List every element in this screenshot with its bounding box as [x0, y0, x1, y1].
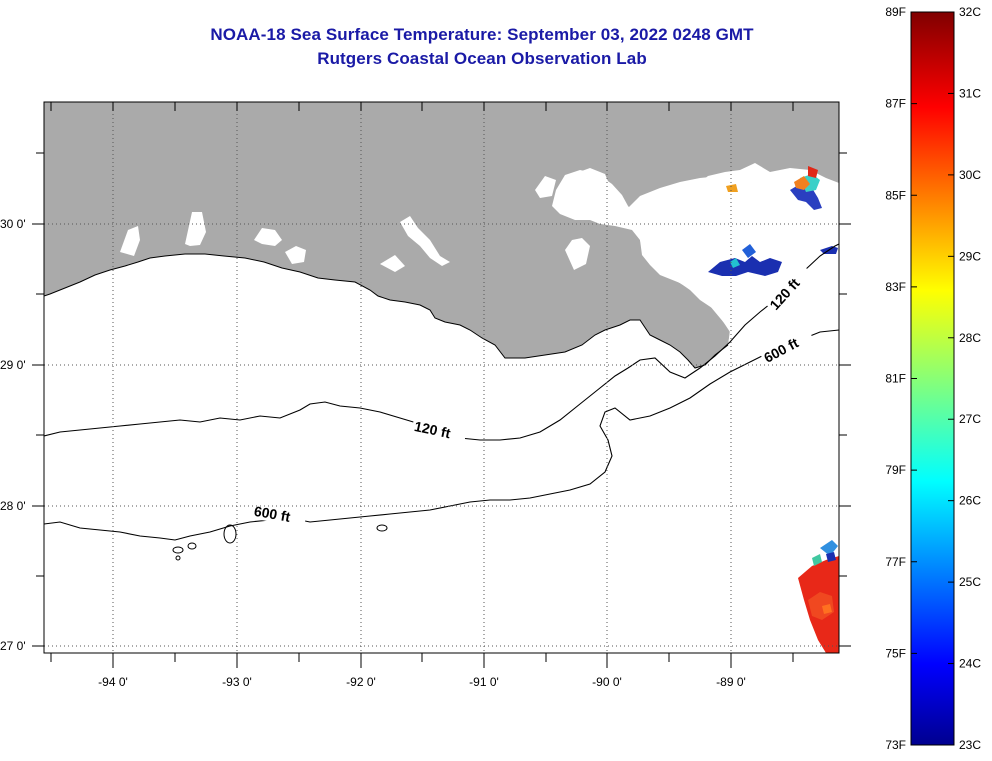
contour-label: 600 ft: [253, 503, 292, 525]
isobath-600ft: [44, 329, 839, 541]
lat-label: 30 0': [0, 217, 26, 231]
lon-label: -92 0': [346, 675, 376, 689]
contour-label: 120 ft: [413, 418, 452, 441]
lat-label: 28 0': [0, 499, 26, 513]
map-subtitle: Rutgers Coastal Ocean Observation Lab: [317, 49, 647, 68]
lon-label: -91 0': [469, 675, 499, 689]
lat-label: 27 0': [0, 639, 26, 653]
frame-ticks: [32, 102, 851, 668]
lon-label: -93 0': [222, 675, 252, 689]
lat-label: 29 0': [0, 358, 26, 372]
lon-label: -90 0': [592, 675, 622, 689]
contour-islands: [172, 524, 388, 561]
sst-patches: [708, 166, 839, 653]
lon-label: -89 0': [716, 675, 746, 689]
land-mass: [44, 102, 839, 368]
lon-label: -94 0': [98, 675, 128, 689]
longitude-labels: -94 0' -93 0' -92 0' -91 0' -90 0' -89 0…: [98, 675, 746, 689]
map-title: NOAA-18 Sea Surface Temperature: Septemb…: [210, 25, 754, 44]
graticule: [44, 102, 839, 653]
isobath-120ft: [44, 243, 839, 441]
latitude-labels: 30 0' 29 0' 28 0' 27 0': [0, 217, 26, 653]
coastline: [44, 253, 729, 369]
map-frame: [43, 101, 840, 654]
